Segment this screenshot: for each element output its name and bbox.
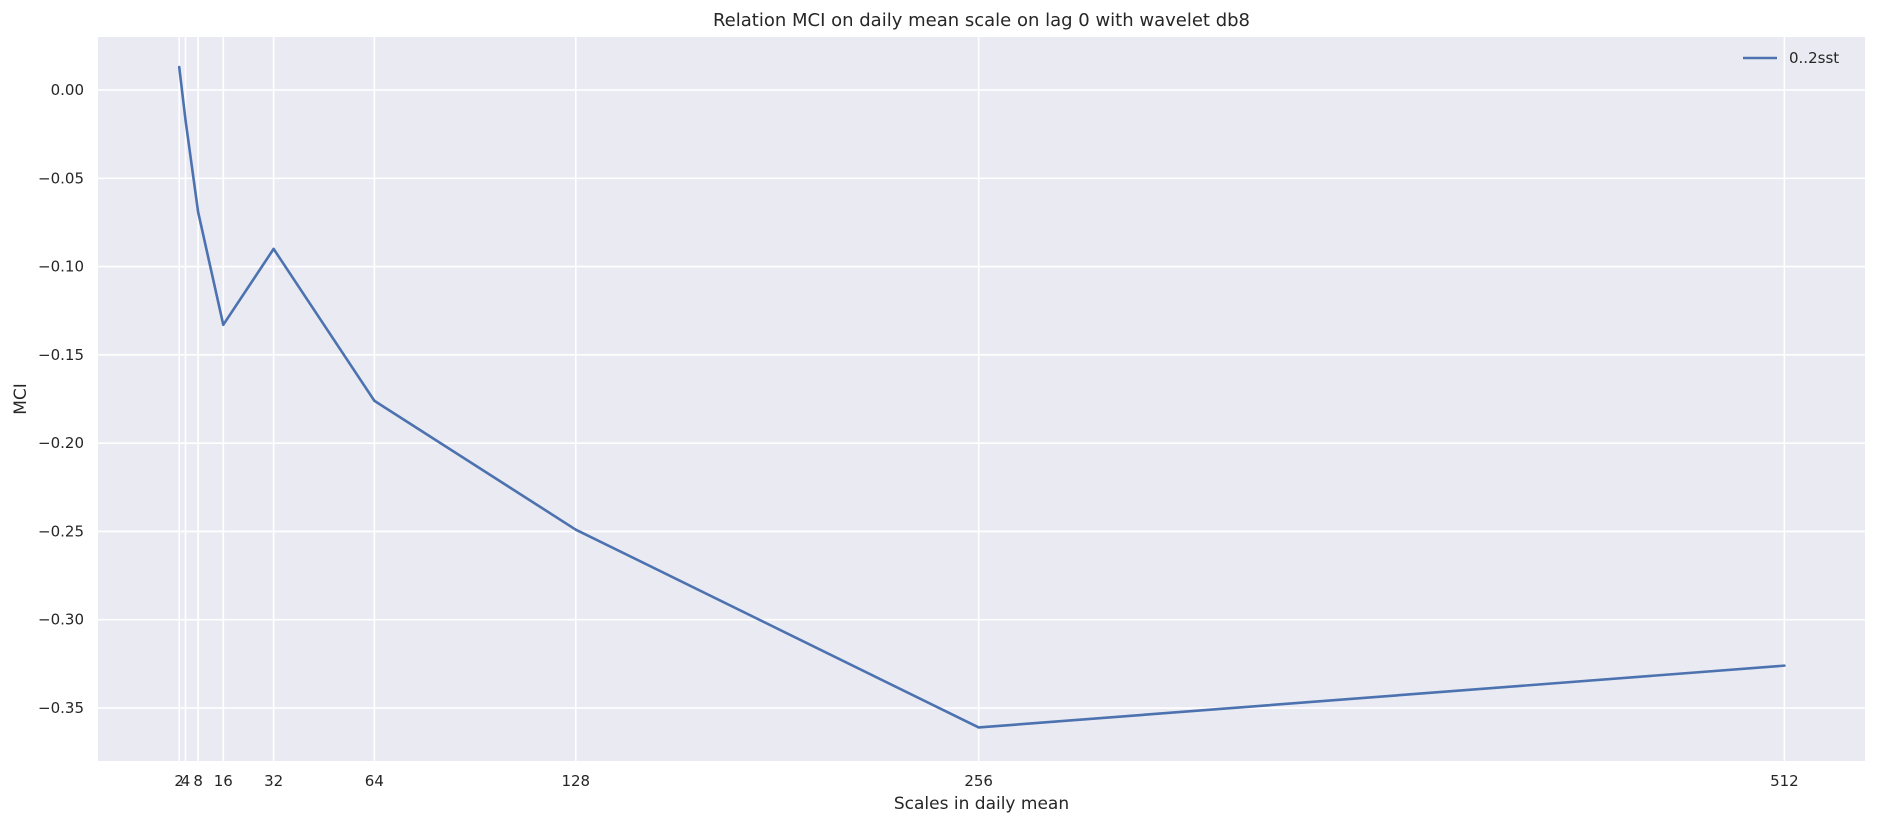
legend-label-0: 0..2sst [1789,49,1839,67]
y-tick-label: −0.15 [38,346,84,364]
y-axis-label: MCI [11,383,31,415]
x-tick-label: 32 [264,772,283,790]
y-tick-labels: 0.00 −0.05 −0.10 −0.15 −0.20 −0.25 −0.30 −0.35 [38,81,84,717]
y-tick-label: −0.25 [38,522,84,540]
x-axis-label: Scales in daily mean [894,794,1069,814]
x-tick-labels: 24 8 16 32 64 128 256 512 [174,772,1798,790]
series-line-0 [177,65,1786,729]
x-tick-label: 4 [181,772,191,790]
x-tick-label: 8 [193,772,203,790]
y-tick-label: −0.30 [38,611,84,629]
y-tick-label: 0.00 [51,81,84,99]
x-tick-label: 128 [561,772,590,790]
x-tick-label: 512 [1770,772,1799,790]
y-tick-label: −0.35 [38,699,84,717]
y-tick-label: −0.10 [38,258,84,276]
plot-area [98,37,1865,761]
y-tick-label: −0.05 [38,169,84,187]
y-gridlines [98,89,1865,709]
legend: 0..2sst [1743,49,1839,67]
chart-title: Relation MCI on daily mean scale on lag … [713,10,1250,31]
x-tick-label: 2 [174,772,184,790]
x-tick-label: 64 [365,772,384,790]
x-tick-label: 256 [964,772,993,790]
y-tick-label: −0.20 [38,434,84,452]
x-tick-label: 16 [214,772,233,790]
series-layer [177,65,1786,729]
